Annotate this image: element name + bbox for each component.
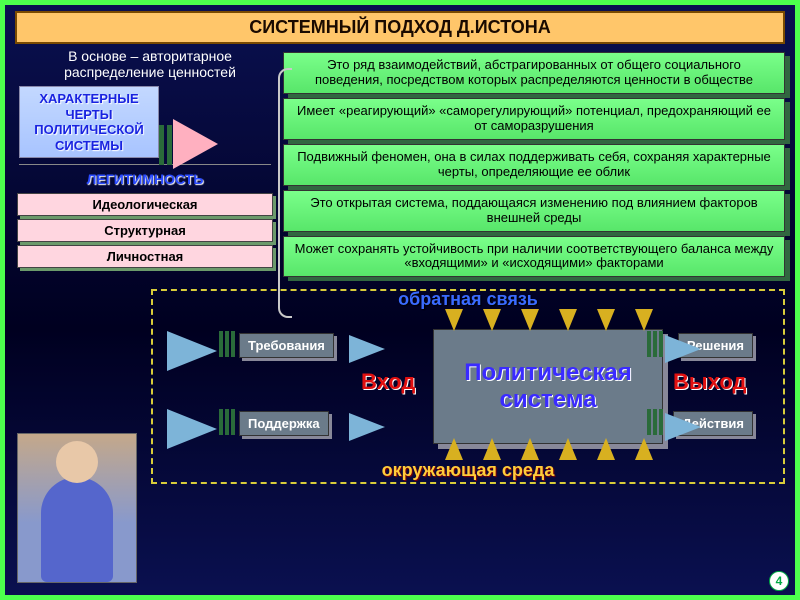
traits-list: Это ряд взаимодействий, абстрагированных… [283,48,785,281]
arrow-up-icon [483,438,501,460]
arrow-up-icon [635,438,653,460]
legitimacy-label: ЛЕГИТИМНОСТЬ [15,171,275,187]
arrow-icon [167,331,217,371]
arrow-up-icon [445,438,463,460]
feedback-label: обратная связь [153,289,783,310]
input-box: Поддержка [239,411,329,436]
pink-item: Идеологическая [17,193,273,216]
subnote: В основе – авторитарное распределение це… [25,48,275,80]
slide-title: СИСТЕМНЫЙ ПОДХОД Д.ИСТОНА [15,11,785,44]
decor-bars [219,409,235,435]
portrait-photo [17,433,137,583]
slide: СИСТЕМНЫЙ ПОДХОД Д.ИСТОНА В основе – авт… [0,0,800,600]
pink-item: Личностная [17,245,273,268]
arrow-icon [665,413,701,441]
environment-label: окружающая среда [153,460,783,481]
decor-bars [219,331,235,357]
arrow-icon [349,413,385,441]
output-label: Выход [673,369,746,395]
traits-box: ХАРАКТЕРНЫЕ ЧЕРТЫ ПОЛИТИЧЕСКОЙ СИСТЕМЫ [19,86,159,158]
arrow-down-icon [559,309,577,331]
pink-item: Структурная [17,219,273,242]
input-label: Вход [361,369,415,395]
separator [19,164,271,165]
arrow-up-icon [521,438,539,460]
arrow-icon [167,409,217,449]
arrow-down-icon [635,309,653,331]
arrow-down-icon [521,309,539,331]
trait-box: Это открытая система, поддающаяся измене… [283,190,785,232]
system-diagram: обратная связь окружающая среда Политиче… [151,289,785,484]
legitimacy-types: Идеологическая Структурная Личностная [15,193,275,268]
trait-box: Имеет «реагирующий» «саморегулирующий» п… [283,98,785,140]
upper-section: В основе – авторитарное распределение це… [5,48,795,281]
arrow-icon [665,335,701,363]
trait-box: Это ряд взаимодействий, абстрагированных… [283,52,785,94]
decor-bars [647,409,663,435]
center-box: Политическая система [433,329,663,444]
arrow-down-icon [483,309,501,331]
input-box: Требования [239,333,334,358]
arrow-icon [349,335,385,363]
trait-box: Может сохранять устойчивость при наличии… [283,236,785,278]
arrow-up-icon [597,438,615,460]
trait-box: Подвижный феномен, она в силах поддержив… [283,144,785,186]
left-column: В основе – авторитарное распределение це… [15,48,275,281]
arrow-down-icon [445,309,463,331]
arrow-up-icon [559,438,577,460]
brace-icon [278,68,292,318]
arrow-right-icon [165,119,218,169]
decor-bars [647,331,663,357]
page-number: 4 [769,571,789,591]
arrow-down-icon [597,309,615,331]
